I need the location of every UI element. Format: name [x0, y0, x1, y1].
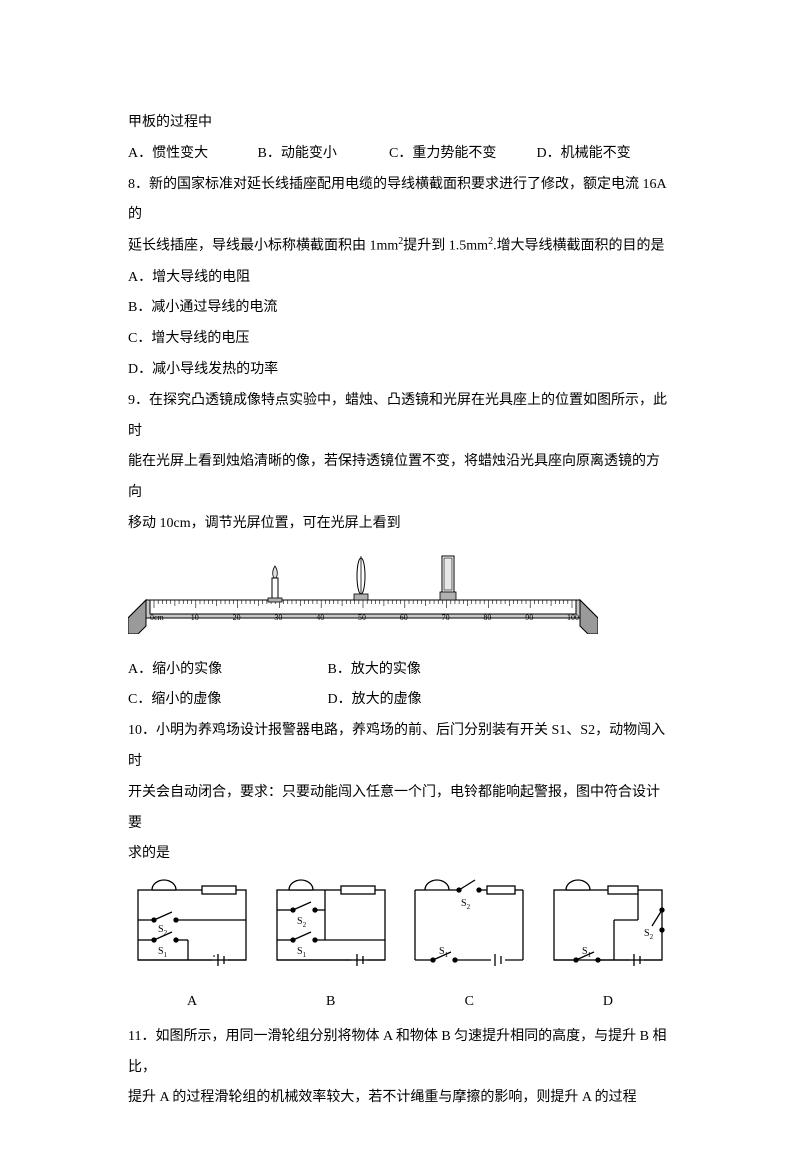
q8-opt-c: C．增大导线的电压 — [128, 324, 672, 355]
q11-stem-1: 11．如图所示，用同一滑轮组分别将物体 A 和物体 B 匀速提升相同的高度，与提… — [128, 1022, 672, 1084]
circuit-b-svg: S2 S1 — [267, 876, 395, 972]
circuit-a-label: A — [128, 987, 256, 1018]
s1-label: S1 — [158, 946, 168, 959]
q7-opt-b: B．动能变小 — [258, 139, 386, 170]
circuit-c-svg: S2 S1 — [405, 876, 533, 972]
right-support-icon — [580, 600, 598, 634]
circuit-c-label: C — [405, 987, 533, 1018]
s1-label: S1 — [297, 946, 307, 959]
q10-stem-3: 求的是 — [128, 839, 672, 870]
q7-stem-cont: 甲板的过程中 — [128, 108, 672, 139]
svg-text:80: 80 — [483, 613, 491, 622]
q8-stem-1: 8．新的国家标准对延长线插座配用电缆的导线横截面积要求进行了修改，额定电流 16… — [128, 170, 672, 232]
svg-text:0cm: 0cm — [150, 613, 165, 622]
q9-opt-c: C．缩小的虚像 — [128, 685, 324, 716]
svg-text:30: 30 — [274, 613, 282, 622]
q9-stem-2: 能在光屏上看到烛焰清晰的像，若保持透镜位置不变，将蜡烛沿光具座向原离透镜的方向 — [128, 447, 672, 509]
q8-opt-b: B．减小通过导线的电流 — [128, 293, 672, 324]
q8-stem-2b: 提升到 1.5mm — [403, 239, 488, 254]
q8-stem-2c: .增大导线横截面积的目的是 — [493, 239, 665, 254]
q10-stem-1: 10．小明为养鸡场设计报警器电路，养鸡场的前、后门分别装有开关 S1、S2，动物… — [128, 716, 672, 778]
circuit-c: S2 S1 C — [405, 876, 533, 1018]
s2-label: S2 — [644, 928, 654, 941]
optical-bench-svg: 0cm 10 20 30 40 50 60 70 80 90 100 — [128, 548, 598, 634]
q10-stem-2: 开关会自动闭合，要求：只要动能闯入任意一个门，电铃都能响起警报，图中符合设计要 — [128, 778, 672, 840]
svg-text:50: 50 — [358, 613, 366, 622]
circuit-b: S2 S1 B — [267, 876, 395, 1018]
exam-page: 甲板的过程中 A．惯性变大 B．动能变小 C．重力势能不变 D．机械能不变 8．… — [0, 0, 800, 1154]
q7-opt-d: D．机械能不变 — [537, 139, 657, 170]
circuit-a: S2 S1 A — [128, 876, 256, 1018]
left-support-icon — [128, 600, 146, 634]
s2-label: S2 — [461, 898, 471, 911]
circuit-d-svg: S2 S1 — [544, 876, 672, 972]
svg-text:40: 40 — [316, 613, 324, 622]
q9-stem-3: 移动 10cm，调节光屏位置，可在光屏上看到 — [128, 509, 672, 540]
q7-opt-c: C．重力势能不变 — [389, 139, 533, 170]
svg-text:10: 10 — [191, 613, 199, 622]
circuit-d-label: D — [544, 987, 672, 1018]
svg-text:20: 20 — [233, 613, 241, 622]
q9-options-row2: C．缩小的虚像 D．放大的虚像 — [128, 685, 672, 716]
lens-icon — [354, 556, 368, 600]
q8-opt-a: A．增大导线的电阻 — [128, 263, 672, 294]
svg-text:90: 90 — [525, 613, 533, 622]
q8-stem-2: 延长线插座，导线最小标称横截面积由 1mm2提升到 1.5mm2.增大导线横截面… — [128, 231, 672, 262]
q7-opt-a: A．惯性变大 — [128, 139, 254, 170]
q9-options-row1: A．缩小的实像 B．放大的实像 — [128, 655, 672, 686]
screen-icon — [440, 556, 456, 600]
q8-opt-d: D．减小导线发热的功率 — [128, 355, 672, 386]
circuit-b-label: B — [267, 987, 395, 1018]
q7-options: A．惯性变大 B．动能变小 C．重力势能不变 D．机械能不变 — [128, 139, 672, 170]
circuit-d: S2 S1 D — [544, 876, 672, 1018]
s2-label: S2 — [158, 924, 168, 937]
svg-text:70: 70 — [442, 613, 450, 622]
q9-figure-bench: 0cm 10 20 30 40 50 60 70 80 90 100 — [128, 548, 672, 647]
q9-stem-1: 9．在探究凸透镜成像特点实验中，蜡烛、凸透镜和光屏在光具座上的位置如图所示，此时 — [128, 386, 672, 448]
q9-opt-d: D．放大的虚像 — [328, 685, 524, 716]
q10-circuits: S2 S1 A — [128, 876, 672, 1018]
svg-text:60: 60 — [400, 613, 408, 622]
circuit-a-svg: S2 S1 — [128, 876, 256, 972]
s2-label: S2 — [297, 916, 307, 929]
q8-stem-2a: 延长线插座，导线最小标称横截面积由 1mm — [128, 239, 398, 254]
candle-icon — [268, 566, 282, 602]
q11-stem-2: 提升 A 的过程滑轮组的机械效率较大，若不计绳重与摩擦的影响，则提升 A 的过程 — [128, 1083, 672, 1114]
q9-opt-b: B．放大的实像 — [328, 655, 524, 686]
svg-text:100: 100 — [567, 613, 579, 622]
q9-opt-a: A．缩小的实像 — [128, 655, 324, 686]
